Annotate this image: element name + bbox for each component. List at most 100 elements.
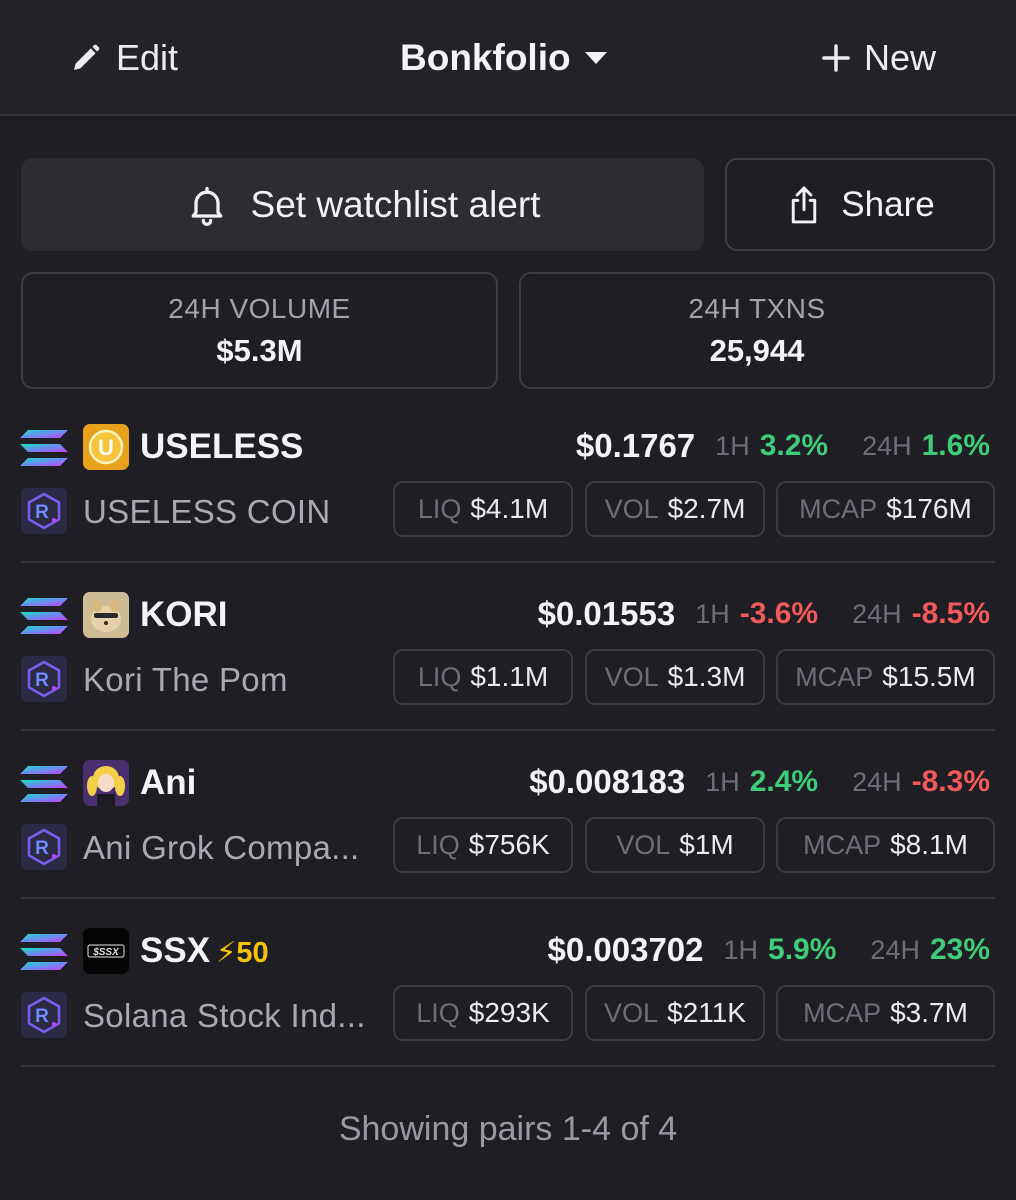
price-line: $0.1767 1H 3.2% 24H 1.6%	[576, 424, 990, 468]
edit-button[interactable]: Edit	[70, 37, 179, 78]
pair-row[interactable]: KORI R Kori The Pom $0.01553 1H -3.6% 24…	[0, 592, 1016, 760]
price-line: $0.01553 1H -3.6% 24H -8.5%	[538, 592, 990, 636]
volume-pill: VOL $1.3M	[585, 649, 765, 705]
solana-chain-icon	[20, 766, 68, 802]
change-1h: 3.2%	[759, 429, 829, 462]
pomeranian-icon	[83, 592, 129, 638]
vol-value: $2.7M	[667, 493, 746, 524]
new-watchlist-button[interactable]: New	[822, 37, 937, 78]
change-1h: 2.4%	[749, 765, 819, 798]
pair-row[interactable]: $SSX SSX ⚡50 R Solana Stock Ind... $0.003…	[0, 928, 1016, 1096]
watchlist-selector[interactable]: Bonkfolio	[400, 37, 609, 78]
mcap-pill: MCAP $15.5M	[776, 649, 995, 705]
svg-text:R: R	[35, 1006, 49, 1027]
svg-text:U: U	[98, 435, 114, 460]
symbol-text: Ani	[140, 763, 197, 802]
mcap-pill: MCAP $8.1M	[776, 817, 995, 873]
stat-value: 25,944	[709, 332, 805, 368]
share-icon	[792, 186, 817, 223]
change-24h-label: 24H	[870, 934, 920, 965]
share-button[interactable]: Share	[725, 158, 995, 251]
solana-chain-icon	[20, 934, 68, 970]
stat-label: 24H TXNS	[688, 292, 826, 324]
pair-row[interactable]: Ani R Ani Grok Compa... $0.008183 1H 2.4…	[0, 760, 1016, 928]
pagination-text: Showing pairs 1-4 of 4	[338, 1110, 678, 1148]
row-divider	[21, 897, 995, 899]
price-line: $0.008183 1H 2.4% 24H -8.3%	[529, 760, 990, 804]
ssx-logo-icon: $SSX	[83, 928, 129, 974]
change-1h: 5.9%	[768, 933, 837, 966]
vol-label: VOL	[616, 829, 671, 860]
share-label: Share	[841, 184, 935, 224]
liq-value: $1.1M	[470, 661, 549, 692]
change-1h: -3.6%	[739, 597, 819, 630]
pencil-icon	[74, 44, 100, 70]
mcap-value: $15.5M	[882, 661, 976, 692]
liquidity-pill: LIQ $1.1M	[393, 649, 573, 705]
plus-icon	[822, 44, 850, 72]
svg-text:R: R	[35, 838, 49, 859]
stat-24h-volume: 24H VOLUME $5.3M	[21, 272, 498, 389]
price: $0.003702	[547, 931, 704, 968]
row-divider	[21, 1065, 995, 1067]
symbol-text: USELESS	[140, 427, 304, 466]
change-24h: 1.6%	[921, 429, 990, 462]
mcap-label: MCAP	[795, 661, 874, 692]
vol-value: $211K	[667, 997, 746, 1028]
boost-badge: ⚡50	[216, 937, 269, 969]
price-line: $0.003702 1H 5.9% 24H 23%	[548, 928, 990, 972]
change-1h-label: 1H	[705, 766, 740, 797]
volume-pill: VOL $211K	[585, 985, 765, 1041]
liq-value: $293K	[468, 997, 550, 1028]
raydium-dex-icon: R	[21, 488, 67, 534]
liq-label: LIQ	[416, 997, 460, 1028]
vol-label: VOL	[604, 997, 659, 1028]
useless-coin-icon: U	[83, 424, 129, 470]
liquidity-pill: LIQ $756K	[393, 817, 573, 873]
mcap-value: $8.1M	[890, 829, 968, 860]
symbol-text: KORI	[140, 595, 228, 634]
price: $0.01553	[537, 595, 676, 632]
pair-symbol: KORI	[140, 594, 228, 636]
caret-down-icon	[584, 52, 607, 64]
mcap-pill: MCAP $3.7M	[776, 985, 995, 1041]
mcap-label: MCAP	[803, 997, 882, 1028]
mcap-pill: MCAP $176M	[776, 481, 995, 537]
liq-value: $756K	[468, 829, 550, 860]
new-label: New	[864, 37, 937, 78]
change-1h-label: 1H	[695, 598, 730, 629]
liq-label: LIQ	[416, 829, 460, 860]
edit-label: Edit	[116, 37, 179, 78]
symbol-text: SSX	[140, 931, 211, 970]
pair-name: USELESS COIN	[83, 493, 331, 530]
liq-label: LIQ	[417, 661, 462, 692]
row-divider	[21, 561, 995, 563]
change-1h-label: 1H	[723, 934, 759, 965]
change-24h: 23%	[929, 933, 990, 966]
stat-24h-txns: 24H TXNS 25,944	[519, 272, 995, 389]
mcap-label: MCAP	[799, 493, 878, 524]
stat-label: 24H VOLUME	[168, 292, 351, 324]
mcap-value: $3.7M	[890, 997, 968, 1028]
vol-value: $1M	[679, 829, 734, 860]
pair-row[interactable]: U USELESS R USELESS COIN $0.1767 1H 3.2%…	[0, 424, 1016, 592]
pair-name: Ani Grok Compa...	[83, 829, 360, 866]
watchlist-title: Bonkfolio	[400, 37, 571, 78]
mcap-value: $176M	[886, 493, 972, 524]
price: $0.008183	[529, 763, 686, 800]
set-watchlist-alert-button[interactable]: Set watchlist alert	[21, 158, 704, 251]
pair-symbol: USELESS	[140, 426, 303, 468]
volume-pill: VOL $1M	[585, 817, 765, 873]
stat-value: $5.3M	[216, 332, 303, 368]
vol-value: $1.3M	[667, 661, 746, 692]
liquidity-pill: LIQ $293K	[393, 985, 573, 1041]
vol-label: VOL	[604, 493, 659, 524]
liq-value: $4.1M	[470, 493, 549, 524]
row-divider	[21, 729, 995, 731]
alert-label: Set watchlist alert	[250, 183, 541, 225]
anime-girl-icon	[83, 760, 129, 806]
raydium-dex-icon: R	[21, 656, 67, 702]
pair-name: Kori The Pom	[83, 661, 288, 698]
change-24h: -8.3%	[911, 765, 990, 798]
raydium-dex-icon: R	[21, 824, 67, 870]
